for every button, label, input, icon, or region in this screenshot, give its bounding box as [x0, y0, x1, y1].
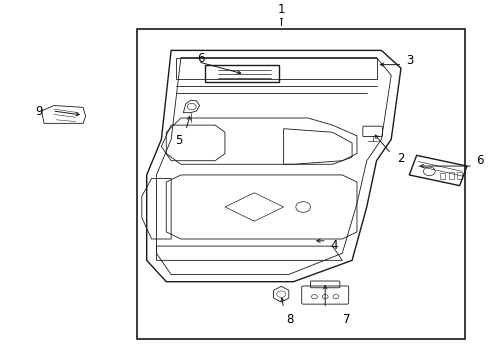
Text: 4: 4: [330, 239, 337, 252]
Text: 2: 2: [396, 152, 404, 166]
Text: 7: 7: [343, 313, 350, 326]
Bar: [439, 173, 444, 179]
Text: 6: 6: [197, 52, 204, 65]
Text: 8: 8: [285, 313, 293, 326]
Text: 6: 6: [475, 154, 482, 167]
Text: 9: 9: [36, 105, 43, 118]
Text: 5: 5: [174, 134, 182, 147]
Bar: [456, 172, 461, 179]
Bar: [448, 172, 453, 179]
Bar: [137, 29, 464, 339]
Text: 3: 3: [405, 54, 412, 67]
Text: 1: 1: [277, 3, 285, 15]
